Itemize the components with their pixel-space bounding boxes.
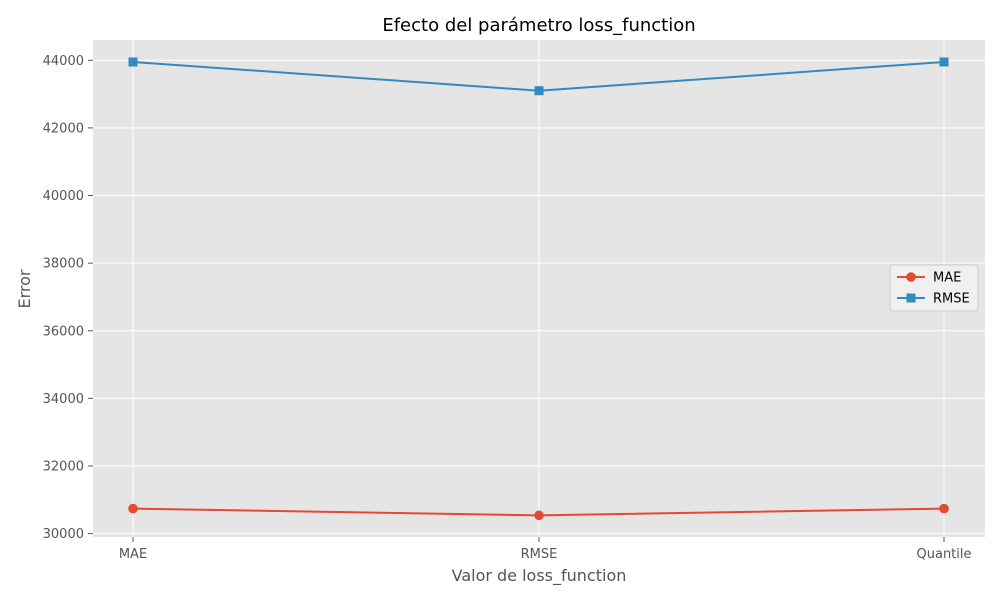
legend-marker-mae: [906, 272, 916, 282]
y-tick-label-4: 38000: [43, 257, 84, 272]
x-tick-label-2: Quantile: [917, 547, 972, 562]
y-tick-label-2: 34000: [43, 392, 84, 407]
data-point-mae-1: [534, 510, 544, 521]
y-tick-label-6: 42000: [43, 121, 84, 136]
y-axis-label: Error: [15, 269, 34, 308]
data-point-mae-2: [939, 503, 949, 514]
y-tick-label-7: 44000: [43, 54, 84, 69]
x-tick-label-1: RMSE: [521, 547, 558, 562]
y-tick-label-1: 32000: [43, 460, 84, 475]
legend-label-rmse: RMSE: [933, 292, 970, 307]
legend: MAE RMSE: [889, 264, 979, 312]
legend-label-mae: MAE: [933, 271, 961, 286]
x-tick-label-0: MAE: [119, 547, 147, 562]
y-tick-label-0: 30000: [43, 527, 84, 542]
data-point-mae-0: [128, 503, 138, 514]
x-axis-label: Valor de loss_function: [452, 566, 627, 586]
data-point-rmse-0: [128, 57, 138, 67]
y-tick-label-3: 36000: [43, 324, 84, 339]
x-axis-ticks: MAE RMSE Quantile: [119, 537, 972, 562]
series-group: [128, 57, 949, 521]
y-tick-label-5: 40000: [43, 189, 84, 204]
y-axis-ticks: 30000 32000 34000 36000 38000 40000 42000 44000: [43, 54, 93, 542]
legend-marker-rmse: [906, 293, 916, 303]
data-point-rmse-1: [534, 86, 544, 96]
data-point-rmse-2: [939, 57, 949, 67]
chart-title: Efecto del parámetro loss_function: [382, 15, 695, 36]
